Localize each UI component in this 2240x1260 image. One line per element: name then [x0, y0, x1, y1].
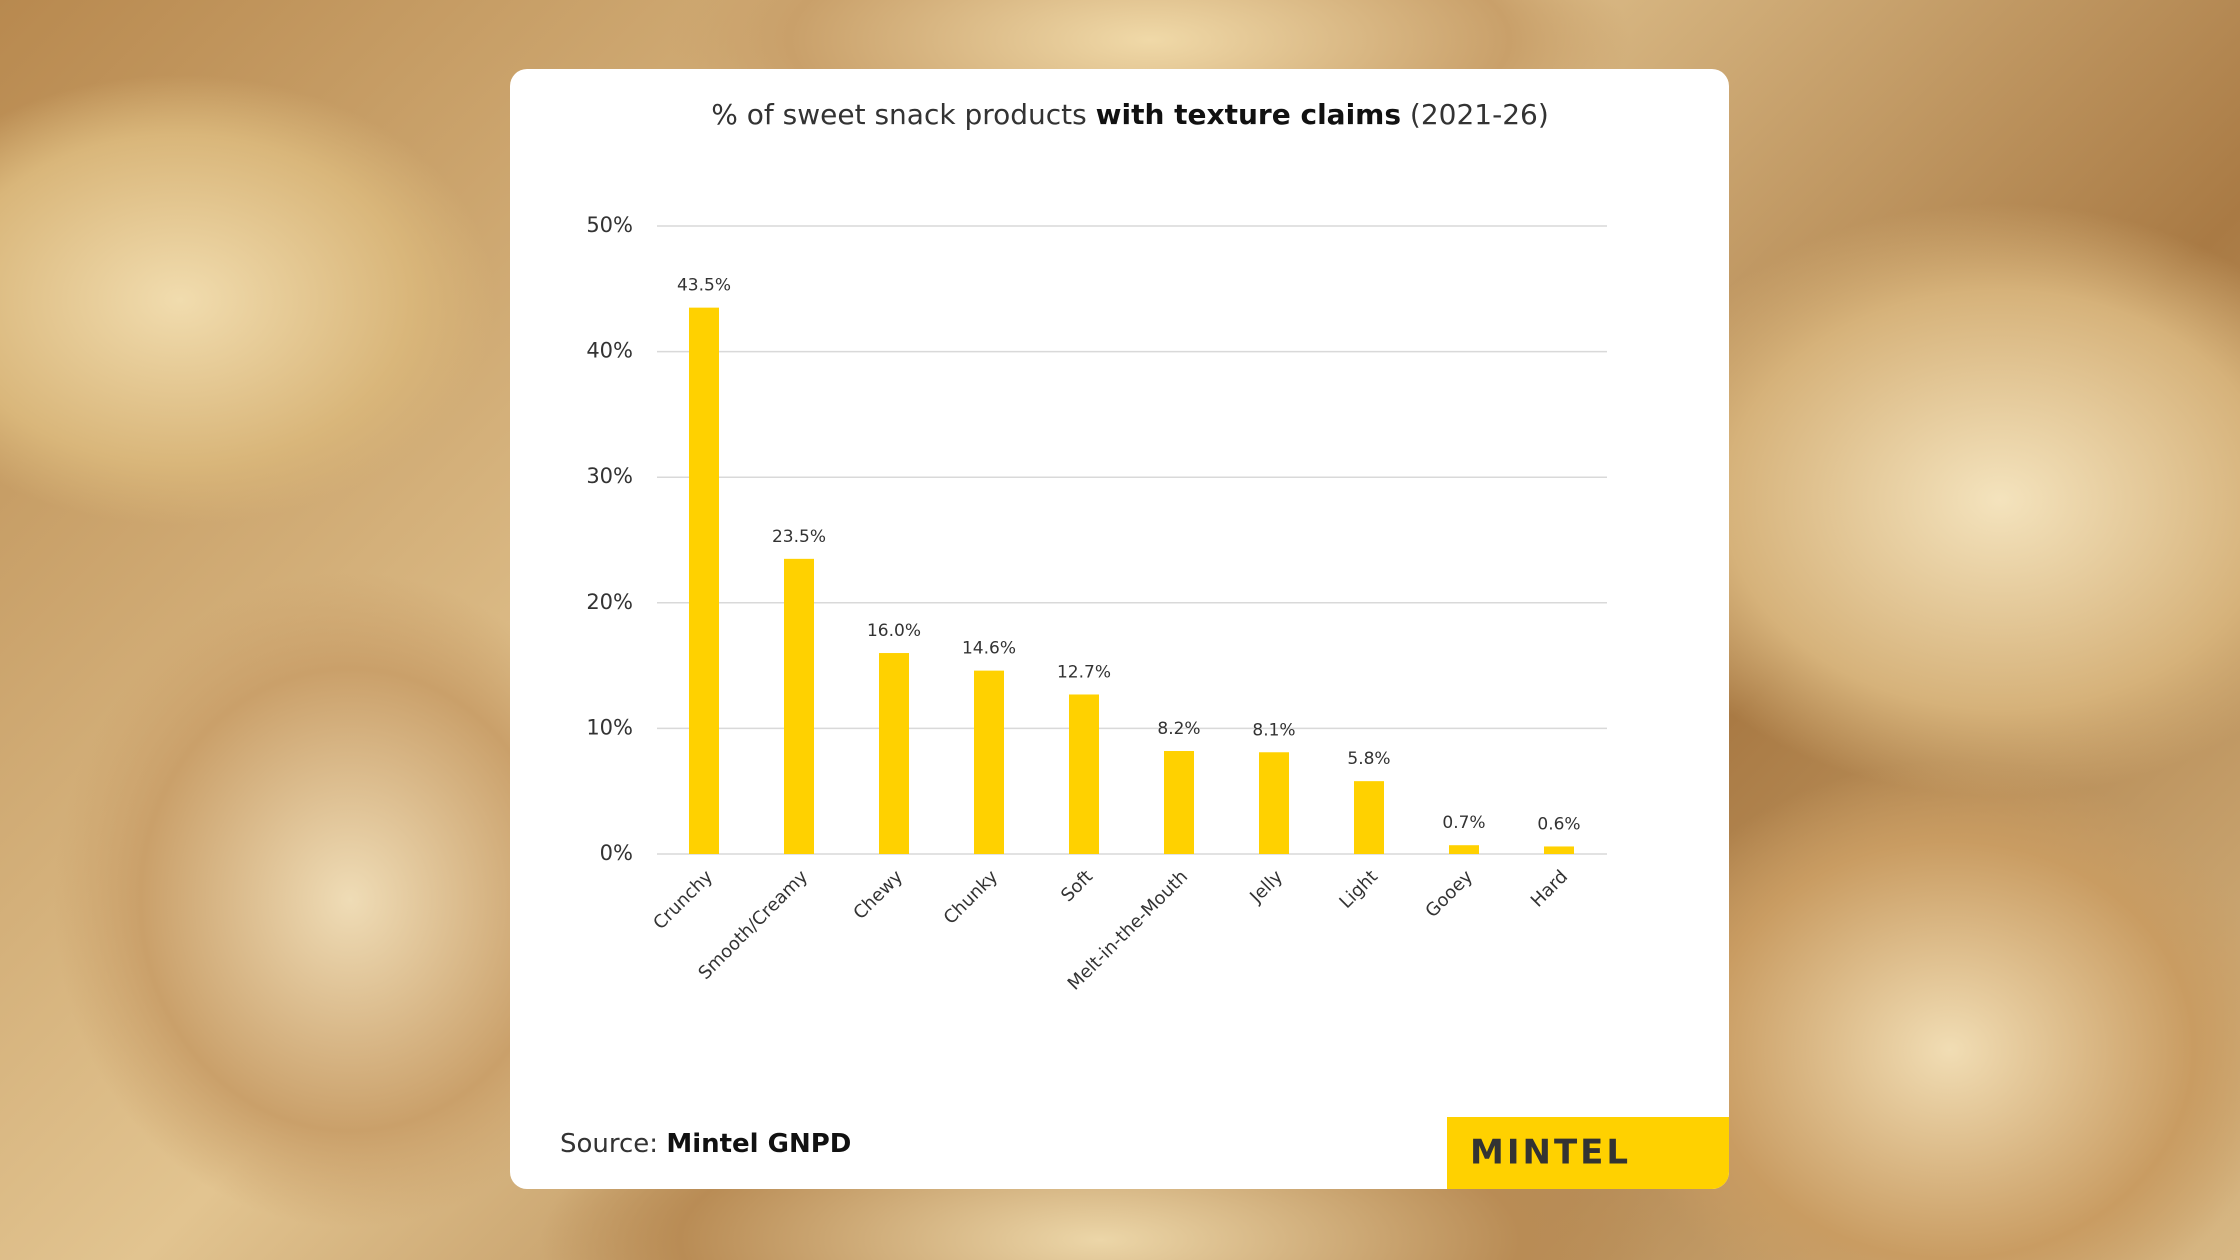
title-part: (2021-26): [1401, 98, 1549, 131]
value-label: 0.6%: [1537, 814, 1580, 834]
title-part: % of sweet snack products: [711, 98, 1095, 131]
value-label: 12.7%: [1057, 662, 1111, 682]
logo-box: [1447, 1117, 1729, 1189]
y-tick-label: 50%: [586, 213, 633, 237]
source: Source: Mintel GNPD: [560, 1129, 851, 1159]
y-tick-label: 20%: [586, 590, 633, 614]
y-tick-label: 10%: [586, 715, 633, 739]
value-label: 8.2%: [1157, 719, 1200, 739]
bar: [1164, 751, 1194, 854]
source-name: Mintel GNPD: [666, 1129, 851, 1159]
bar: [784, 558, 814, 854]
value-label: 5.8%: [1347, 749, 1390, 769]
bar: [689, 307, 719, 854]
logo: MINTEL: [1470, 1133, 1631, 1173]
value-label: 43.5%: [677, 276, 731, 296]
bar: [879, 653, 909, 854]
value-label: 16.0%: [867, 621, 921, 641]
y-tick-label: 40%: [586, 339, 633, 363]
source-prefix: Source:: [560, 1129, 666, 1159]
value-label: 14.6%: [962, 639, 1016, 659]
bar: [1449, 845, 1479, 854]
y-tick-label: 30%: [586, 464, 633, 488]
bar: [1354, 781, 1384, 854]
value-label: 0.7%: [1442, 813, 1485, 833]
bar: [1069, 694, 1099, 854]
value-label: 23.5%: [772, 527, 826, 547]
value-label: 8.1%: [1252, 720, 1295, 740]
bar: [1259, 752, 1289, 854]
title-part: with texture claims: [1096, 98, 1401, 131]
chart-title: % of sweet snack products with texture c…: [711, 98, 1549, 131]
card: [510, 69, 1729, 1189]
y-tick-label: 0%: [600, 841, 633, 865]
bar: [1544, 846, 1574, 854]
bar: [974, 670, 1004, 854]
